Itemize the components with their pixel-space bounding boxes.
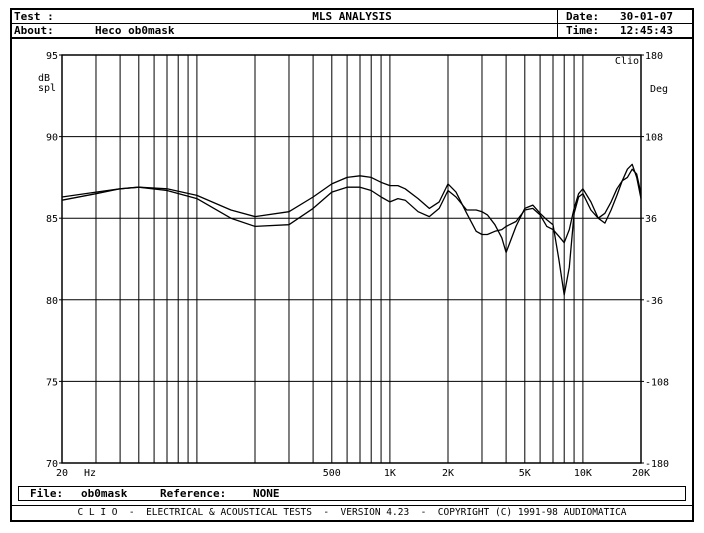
time-label: Time: (566, 24, 600, 37)
time-value: 12:45:43 (620, 24, 673, 37)
series-layer (61, 163, 642, 296)
y-tick-label: 95 (46, 51, 58, 62)
x-tick-label: 20 (56, 468, 68, 479)
x-tick-label: 1K (384, 468, 396, 479)
y2-tick-label: 108 (645, 133, 663, 144)
y-axis-unit-label: spl (38, 83, 56, 94)
y-axis-unit-label: dB (38, 73, 50, 84)
footer-divider (10, 505, 694, 506)
header-vertical-divider (557, 8, 558, 38)
file-label: File: (30, 487, 64, 500)
y2-tick-label: -108 (645, 377, 669, 388)
x-unit-label: Hz (84, 468, 96, 479)
x-tick-label: 5K (519, 468, 531, 479)
date-value: 30-01-07 (620, 10, 673, 23)
y-tick-label: 70 (46, 459, 58, 470)
x-tick-label: 10K (574, 468, 592, 479)
file-info-box (18, 486, 686, 501)
y2-axis-unit-label: Deg (650, 84, 668, 95)
date-label: Date: (566, 10, 600, 23)
header-divider (10, 37, 694, 39)
reference-value: NONE (253, 487, 280, 500)
y2-tick-label: -36 (645, 296, 663, 307)
y-tick-label: 85 (46, 214, 58, 225)
about-value: Heco ob0mask (95, 24, 175, 37)
y2-tick-label: -180 (645, 459, 669, 470)
axis-labels: 95 90 85 80 75 70 180 108 36 -36 -108 -180 20 500 1K 2K… (38, 51, 669, 479)
analysis-title: MLS ANALYSIS (312, 10, 392, 23)
test-label: Test : (14, 10, 54, 23)
y-tick-label: 90 (46, 133, 58, 144)
y-tick-label: 80 (46, 296, 58, 307)
plot-area (61, 54, 642, 464)
x-tick-label: 500 (323, 468, 341, 479)
y2-tick-label: 36 (645, 214, 657, 225)
about-label: About: (14, 24, 54, 37)
y2-tick-label: 180 (645, 51, 663, 62)
series-line-2 (61, 168, 642, 296)
clio-window (10, 8, 694, 522)
copyright-line: C L I O - ELECTRICAL & ACOUSTICAL TESTS … (77, 507, 627, 518)
header-row-divider (10, 23, 694, 24)
reference-label: Reference: (160, 487, 227, 500)
corner-label: Clio (615, 56, 639, 67)
x-tick-label: 2K (442, 468, 454, 479)
chart-grid (62, 54, 641, 464)
series-line-1 (61, 163, 642, 244)
x-tick-label: 20K (632, 468, 650, 479)
file-value: ob0mask (81, 487, 128, 500)
y-tick-label: 75 (46, 377, 58, 388)
